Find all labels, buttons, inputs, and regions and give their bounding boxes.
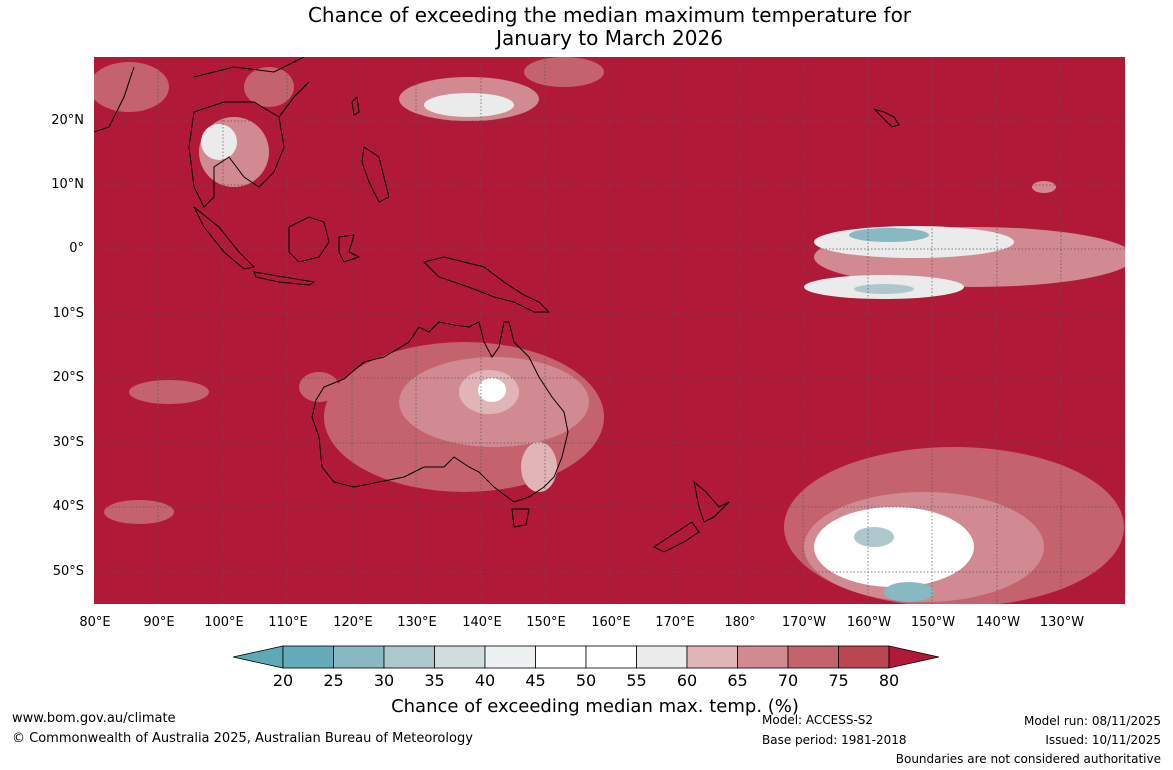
colorbar-tick-label: 50	[575, 671, 597, 690]
east-coast-light-area	[521, 442, 557, 492]
base-period-text: Base period: 1981-2018	[762, 733, 907, 747]
australia-neutral-core	[478, 378, 506, 402]
colorbar-tick-label: 30	[373, 671, 395, 690]
probability-shading	[94, 57, 1125, 604]
lon-label-80e: 80°E	[79, 615, 111, 630]
lon-label-120e: 120°E	[333, 615, 373, 630]
colorbar-tick-label: 35	[424, 671, 445, 690]
india-coastline	[94, 66, 135, 133]
colorbar-tick-label: 25	[323, 671, 344, 690]
borneo-coastline	[288, 216, 330, 263]
indian-ocean-area	[129, 380, 209, 404]
southeast-pacific-cool-2	[884, 582, 934, 602]
colorbar	[233, 645, 939, 669]
java-coastline	[253, 271, 316, 286]
asia-north-area	[94, 62, 169, 112]
colorbar-low-arrow	[233, 645, 284, 669]
lat-label-20s: 20°S	[52, 370, 84, 385]
indian-ocean-area-2	[104, 500, 174, 524]
graticule	[94, 57, 1125, 604]
new-zealand-south-coastline	[653, 521, 700, 553]
colorbar-segment	[838, 645, 890, 669]
new-guinea-coastline	[423, 256, 551, 313]
south-china-area	[244, 67, 294, 107]
equatorial-cool-patch-2	[854, 284, 914, 294]
north-pacific-neutral	[424, 93, 514, 117]
lon-label-150w: 150°W	[910, 615, 956, 630]
colorbar-segment	[333, 645, 385, 669]
colorbar-tick-label: 80	[878, 671, 900, 690]
colorbar-title: Chance of exceeding median max. temp. (%…	[391, 696, 799, 717]
map-canvas	[94, 57, 1125, 604]
colorbar-tick-label: 20	[272, 671, 294, 690]
sumatra-coastline	[193, 206, 256, 270]
tasmania-coastline	[511, 508, 530, 528]
lat-label-40s: 40°S	[52, 499, 84, 514]
colorbar-high-arrow	[888, 645, 939, 669]
lon-label-90e: 90°E	[143, 615, 175, 630]
coastlines	[94, 57, 900, 553]
china-coastline	[193, 57, 310, 118]
equatorial-cool-patch	[849, 228, 929, 242]
indochina-coastline	[188, 101, 285, 208]
lat-label-0: 0°	[69, 241, 84, 256]
colorbar-segment	[282, 645, 334, 669]
colorbar-segment	[787, 645, 839, 669]
colorbar-tick-label: 75	[828, 671, 849, 690]
lon-label-180: 180°	[724, 615, 756, 630]
website-link[interactable]: www.bom.gov.au/climate	[12, 711, 176, 726]
indochina-neutral-area	[201, 124, 237, 160]
lon-label-140w: 140°W	[975, 615, 1021, 630]
colorbar-tick-label: 70	[777, 671, 799, 690]
issued-text: Issued: 10/11/2025	[1045, 733, 1161, 747]
model-text: Model: ACCESS-S2	[762, 713, 874, 727]
hawaii-coastline	[873, 108, 900, 128]
sulawesi-coastline	[338, 234, 361, 263]
colorbar-tick-label: 55	[626, 671, 647, 690]
lon-label-140e: 140°E	[462, 615, 502, 630]
colorbar-tick-label: 65	[727, 671, 748, 690]
colorbar-tick-label: 40	[474, 671, 496, 690]
west-australia-offshore	[299, 372, 339, 402]
hawaii-south-patch	[1032, 181, 1056, 193]
colorbar-segment	[535, 645, 587, 669]
model-run-text: Model run: 08/11/2025	[1023, 714, 1161, 728]
lon-label-170w: 170°W	[781, 615, 827, 630]
taiwan-coastline	[351, 95, 360, 116]
lat-label-50s: 50°S	[52, 564, 84, 579]
colorbar-segment	[383, 645, 435, 669]
title-line-2: January to March 2026	[496, 26, 723, 50]
colorbar-segment	[484, 645, 536, 669]
colorbar-segment	[434, 645, 486, 669]
lon-label-130e: 130°E	[397, 615, 437, 630]
philippines-coastline	[361, 146, 390, 203]
copyright-text: © Commonwealth of Australia 2025, Austra…	[12, 731, 473, 746]
lon-label-110e: 110°E	[268, 615, 308, 630]
lon-label-150e: 150°E	[526, 615, 566, 630]
forecast-map	[94, 57, 1125, 604]
new-zealand-north-coastline	[693, 480, 730, 523]
lat-label-10s: 10°S	[52, 306, 84, 321]
colorbar-segment	[737, 645, 789, 669]
north-pacific-area-2	[524, 57, 604, 87]
map-title: Chance of exceeding the median maximum t…	[94, 4, 1125, 50]
lon-label-170e: 170°E	[655, 615, 695, 630]
colorbar-segment	[636, 645, 688, 669]
lat-label-20n: 20°N	[51, 113, 84, 128]
colorbar-tick-label: 45	[525, 671, 546, 690]
lon-label-100e: 100°E	[204, 615, 244, 630]
lon-label-160e: 160°E	[591, 615, 631, 630]
australia-coastline	[311, 321, 569, 503]
lat-label-30s: 30°S	[52, 435, 84, 450]
title-line-1: Chance of exceeding the median maximum t…	[307, 3, 912, 27]
lon-label-130w: 130°W	[1039, 615, 1085, 630]
colorbar-segment	[686, 645, 738, 669]
southeast-pacific-neutral	[814, 507, 974, 587]
colorbar-tick-label: 60	[676, 671, 698, 690]
lon-label-160w: 160°W	[846, 615, 892, 630]
colorbar-segment	[585, 645, 637, 669]
southeast-pacific-cool	[854, 527, 894, 547]
lat-label-10n: 10°N	[51, 177, 84, 192]
disclaimer-text: Boundaries are not considered authoritat…	[895, 752, 1161, 766]
